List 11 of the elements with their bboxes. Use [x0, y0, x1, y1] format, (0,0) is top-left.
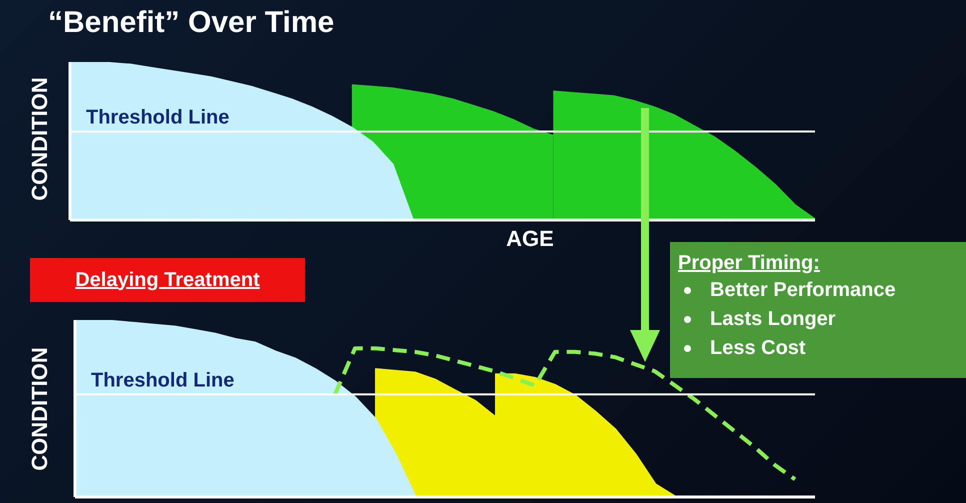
x-axis-title: AGE	[505, 226, 555, 252]
y-axis-title: CONDITION	[27, 346, 53, 473]
ref-line-label: Threshold Line	[91, 369, 234, 392]
annotation: Lasts Longer	[710, 308, 836, 331]
annotation: Less Cost	[710, 337, 806, 360]
chart-title: “Benefit” Over Time	[48, 6, 334, 40]
y-axis-title: CONDITION	[27, 76, 53, 203]
text: Better Performance	[710, 279, 896, 302]
text: Delaying Treatment	[30, 258, 305, 302]
text: Proper Timing:	[678, 252, 821, 275]
ref-line-label: Threshold Line	[86, 106, 230, 129]
